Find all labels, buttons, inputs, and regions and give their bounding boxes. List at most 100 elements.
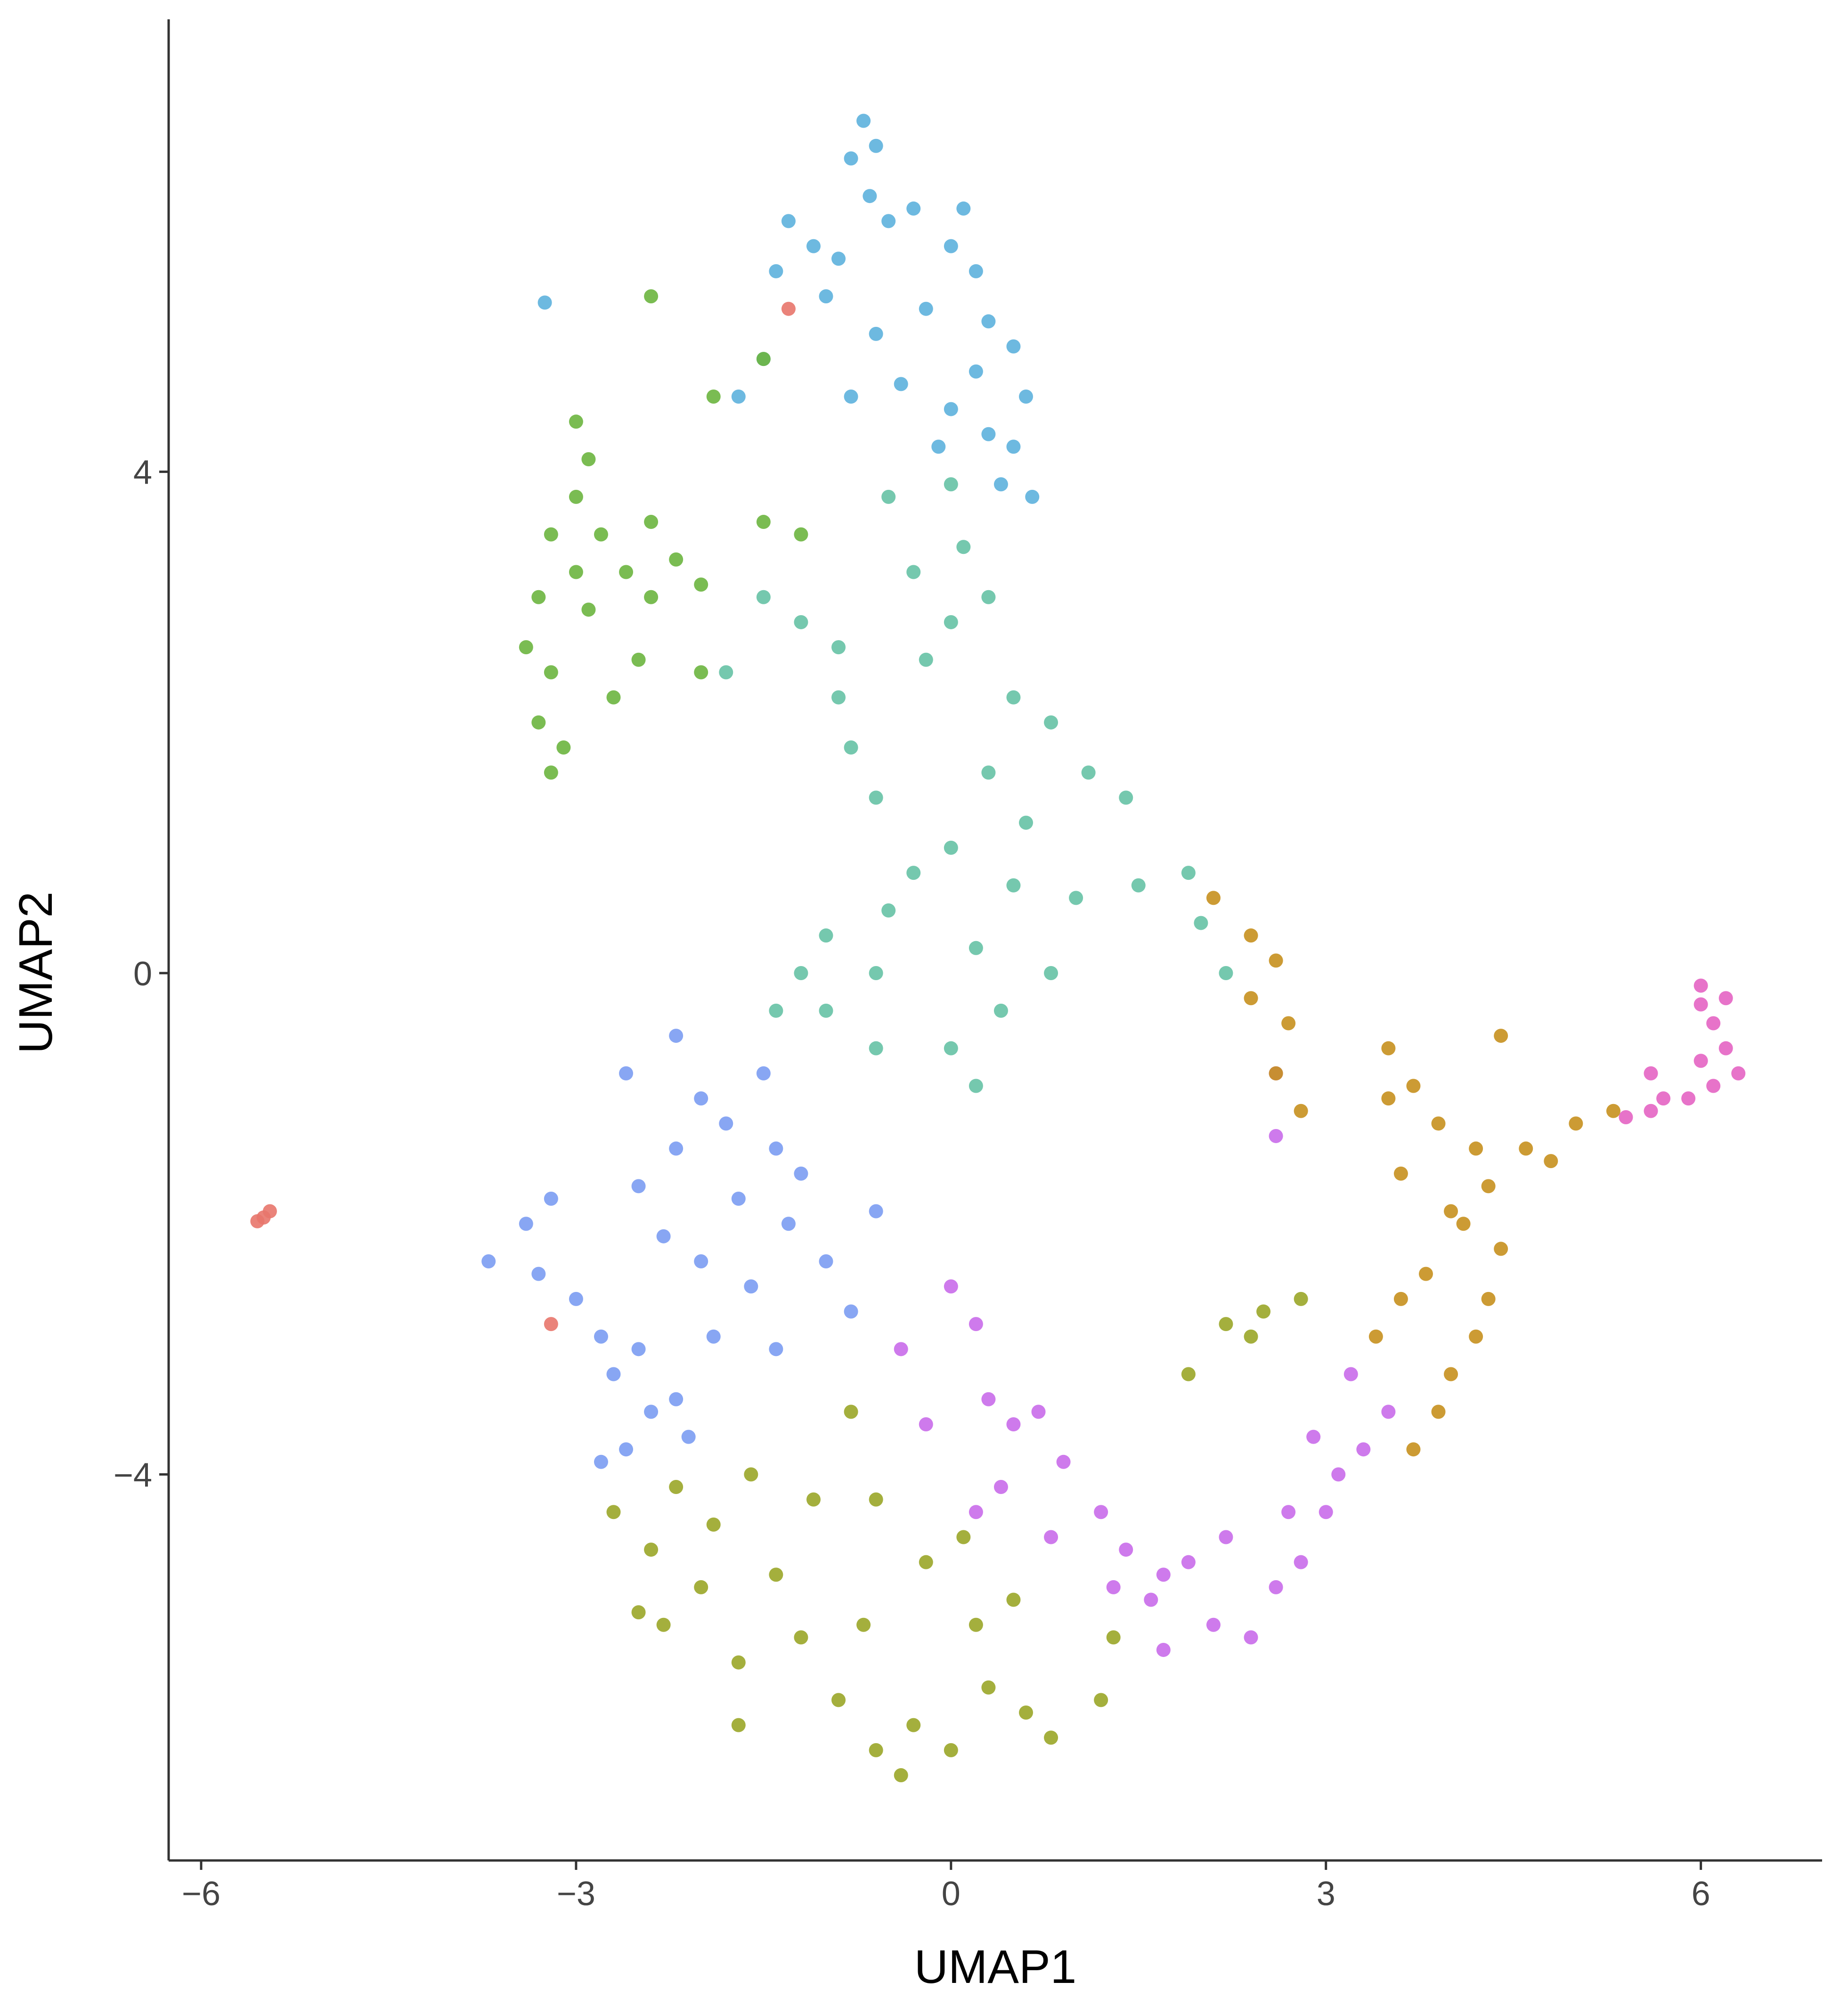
point <box>531 590 546 604</box>
point <box>669 1029 684 1043</box>
point <box>1469 1329 1483 1344</box>
point <box>869 966 883 981</box>
point <box>769 1567 783 1582</box>
point <box>819 1254 833 1269</box>
point <box>1519 1141 1533 1156</box>
point <box>781 301 796 316</box>
point <box>756 1066 771 1080</box>
x-tick-label: 3 <box>1317 1875 1335 1913</box>
point <box>1494 1242 1508 1256</box>
point <box>969 941 983 955</box>
point <box>1044 966 1058 981</box>
point <box>1019 815 1033 830</box>
point <box>644 515 659 529</box>
point <box>581 602 596 617</box>
point <box>919 1555 933 1569</box>
point <box>756 590 771 604</box>
point <box>794 615 808 629</box>
point <box>1044 715 1058 730</box>
point <box>944 1743 958 1757</box>
point <box>1281 1016 1296 1031</box>
point <box>1244 991 1258 1006</box>
point <box>1656 1091 1671 1106</box>
point <box>544 665 558 680</box>
x-tick-label: −6 <box>182 1875 220 1913</box>
point <box>1106 1580 1121 1594</box>
point <box>606 1367 621 1381</box>
x-tick-label: 0 <box>942 1875 961 1913</box>
point <box>1244 928 1258 943</box>
point <box>1281 1505 1296 1519</box>
point <box>1381 1041 1396 1056</box>
point <box>956 201 971 216</box>
point <box>844 1405 858 1419</box>
point <box>1094 1693 1108 1707</box>
point <box>544 1191 558 1206</box>
point <box>1244 1329 1258 1344</box>
point <box>1544 1154 1558 1169</box>
point <box>981 314 996 329</box>
point <box>969 364 983 379</box>
point <box>881 214 896 228</box>
point <box>819 289 833 304</box>
point <box>1206 891 1221 905</box>
point <box>769 264 783 278</box>
point <box>981 427 996 441</box>
point <box>969 1617 983 1632</box>
point <box>906 1718 921 1732</box>
point <box>1644 1066 1658 1080</box>
point <box>656 1229 671 1243</box>
y-tick-label: 0 <box>133 955 152 993</box>
point <box>856 114 871 128</box>
point <box>669 1141 684 1156</box>
point <box>656 1617 671 1632</box>
y-axis-title: UMAP2 <box>9 892 62 1054</box>
point <box>844 389 858 404</box>
point <box>1469 1141 1483 1156</box>
point <box>1269 1580 1283 1594</box>
y-tick-label: −4 <box>114 1456 152 1494</box>
point <box>1381 1405 1396 1419</box>
point <box>1406 1079 1421 1093</box>
point <box>806 1492 821 1507</box>
point <box>931 439 946 454</box>
point <box>906 565 921 579</box>
point <box>1094 1505 1108 1519</box>
point <box>794 527 808 542</box>
point <box>1706 1079 1721 1093</box>
point <box>631 652 646 667</box>
point <box>919 1417 933 1431</box>
point <box>719 1116 733 1131</box>
point <box>569 489 583 504</box>
point <box>919 301 933 316</box>
point <box>756 352 771 366</box>
point <box>856 1617 871 1632</box>
point <box>1006 1592 1021 1607</box>
point <box>769 1003 783 1018</box>
point <box>1306 1429 1321 1444</box>
point <box>1481 1291 1496 1306</box>
point <box>981 1392 996 1406</box>
point <box>1431 1116 1446 1131</box>
point <box>1269 1129 1283 1143</box>
x-axis-title: UMAP1 <box>914 1941 1077 1993</box>
point <box>831 252 846 266</box>
point <box>1006 339 1021 354</box>
point <box>993 1480 1008 1494</box>
point <box>1356 1442 1371 1457</box>
point <box>869 138 883 153</box>
point <box>969 264 983 278</box>
point <box>606 690 621 705</box>
point <box>569 1291 583 1306</box>
point <box>1119 1543 1133 1557</box>
point <box>744 1467 758 1482</box>
point <box>806 239 821 253</box>
point <box>944 840 958 855</box>
point <box>594 1329 608 1344</box>
point <box>569 565 583 579</box>
point <box>756 515 771 529</box>
point <box>981 1680 996 1695</box>
point <box>694 1580 708 1594</box>
point <box>869 1041 883 1056</box>
